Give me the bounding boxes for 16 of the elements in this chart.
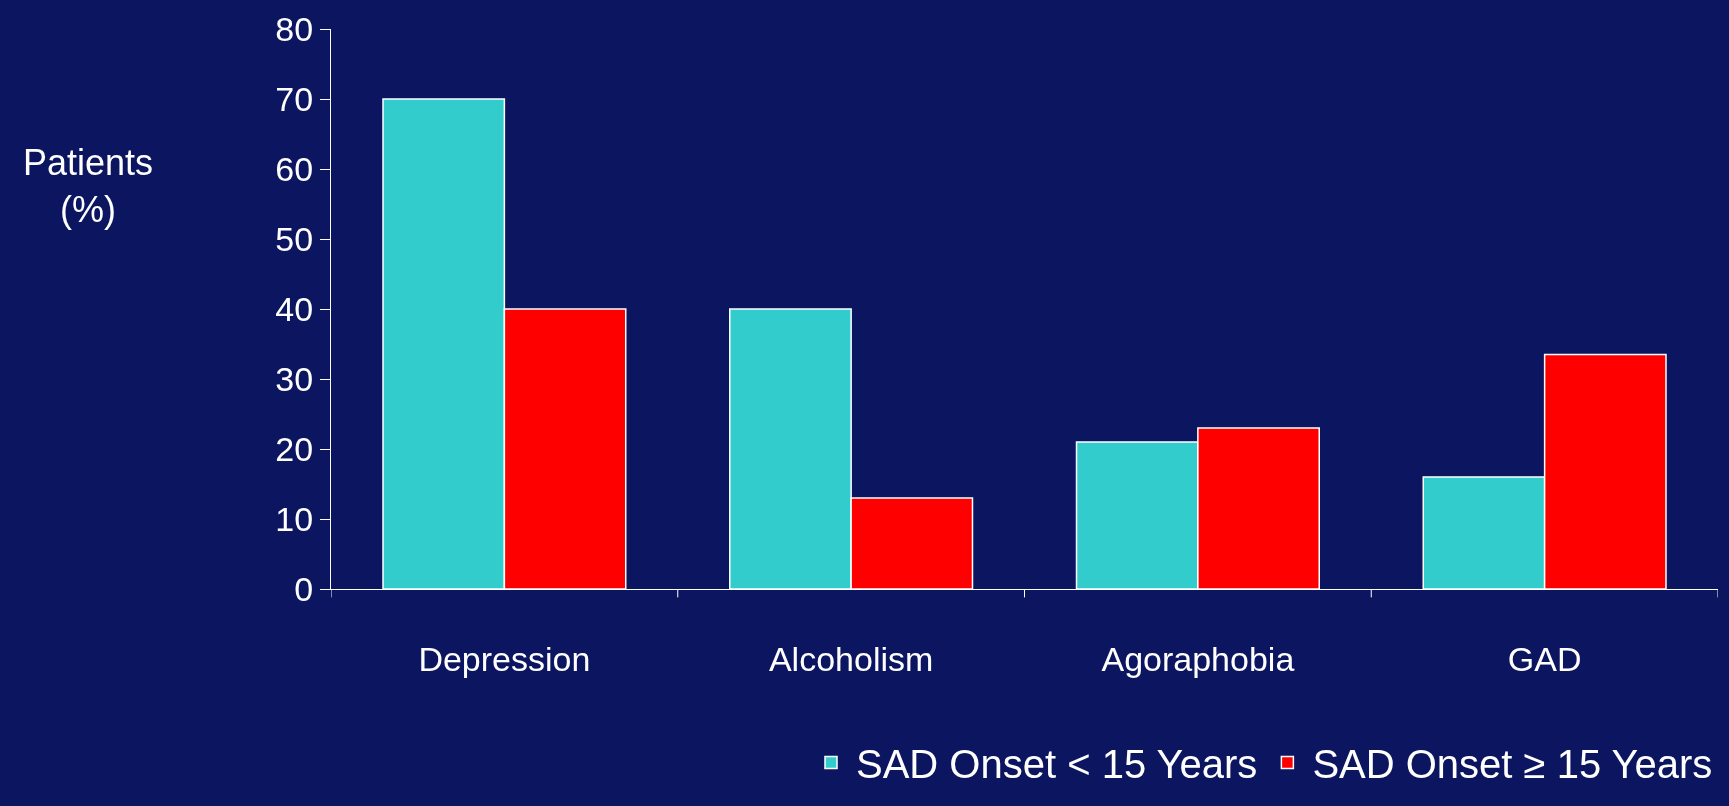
y-tick-label: 60 bbox=[275, 149, 314, 188]
y-tick-label: 0 bbox=[294, 569, 314, 608]
x-tick-label: Agoraphobia bbox=[1101, 639, 1295, 678]
y-tick-label: 50 bbox=[275, 219, 314, 258]
legend-label: SAD Onset < 15 Years bbox=[856, 742, 1258, 787]
y-tick-label: 10 bbox=[275, 499, 314, 538]
y-tick-label: 70 bbox=[275, 79, 314, 118]
y-tick-label: 20 bbox=[275, 429, 314, 468]
y-tick-label: 40 bbox=[275, 289, 314, 328]
y-tick-label: 30 bbox=[275, 359, 314, 398]
y-tick-label: 80 bbox=[275, 9, 314, 48]
x-tick-label: Depression bbox=[418, 639, 591, 678]
legend-label: SAD Onset ≥ 15 Years bbox=[1312, 742, 1713, 787]
x-tick-label: Alcoholism bbox=[768, 639, 934, 678]
x-tick-label: GAD bbox=[1507, 639, 1582, 678]
y-axis-title: Patients (%) bbox=[23, 142, 154, 230]
